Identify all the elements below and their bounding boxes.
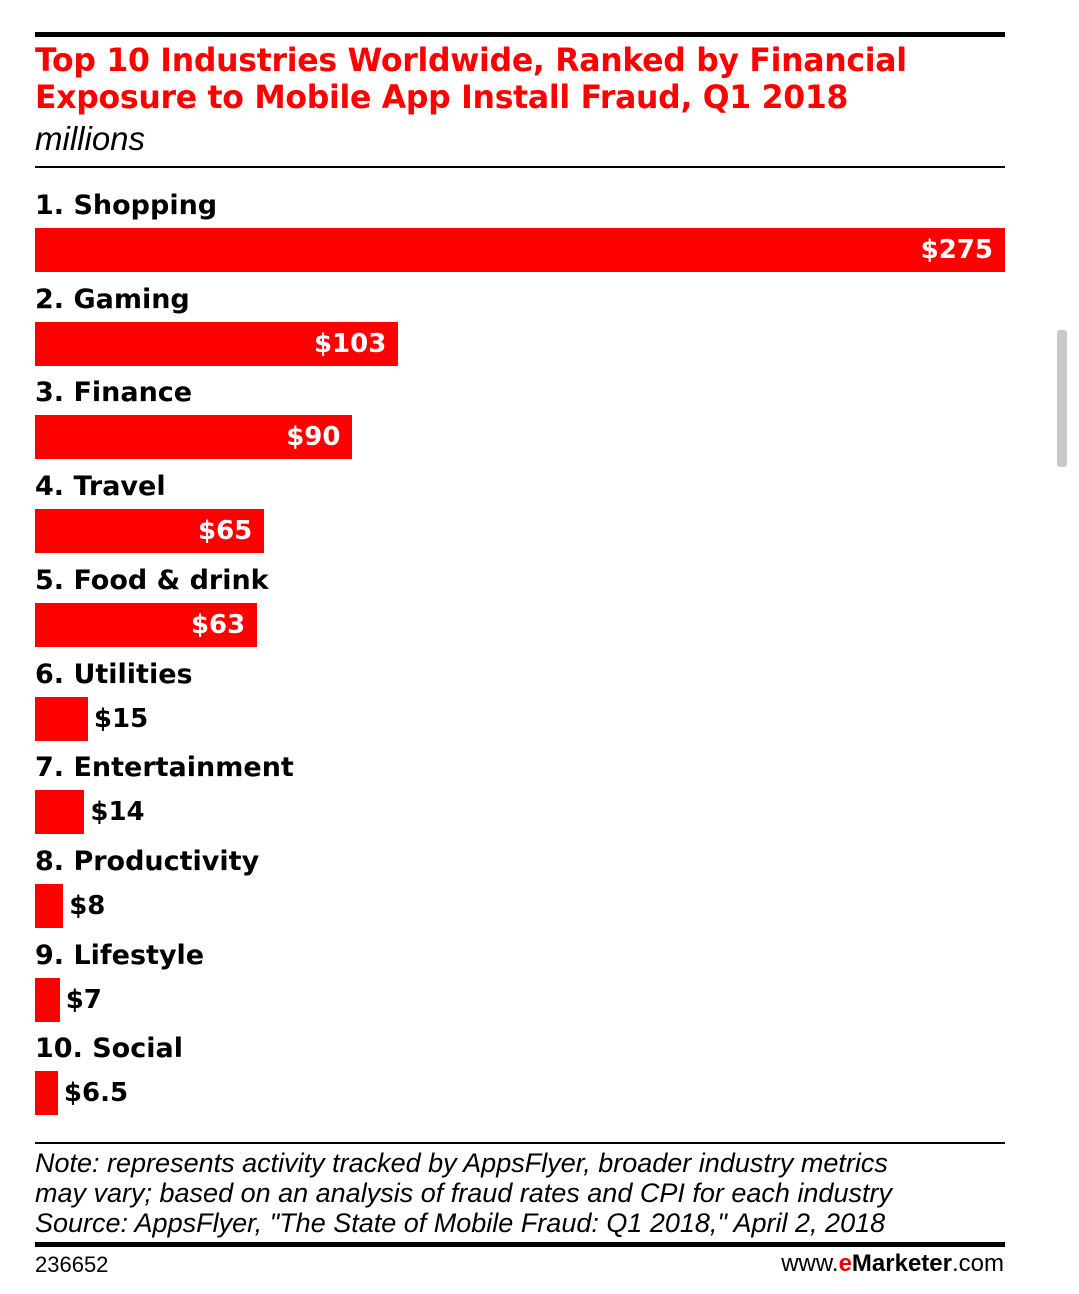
bar (35, 321, 399, 366)
value-label: $90 (286, 422, 341, 453)
value-label: $65 (198, 516, 253, 547)
bar (35, 696, 88, 741)
bar (35, 977, 60, 1022)
category-label: 10. Social (35, 1033, 183, 1065)
header-divider (35, 166, 1005, 168)
category-label: 5. Food & drink (35, 564, 269, 596)
value-label: $63 (190, 609, 246, 640)
value-label: $8 (69, 890, 106, 921)
value-label: $103 (313, 328, 387, 359)
note-line-1: Note: represents activity tracked by App… (35, 1148, 888, 1178)
footer-divider (35, 1142, 1005, 1144)
emarketer-link[interactable]: www.eMarketer.com (781, 1250, 1004, 1278)
scrollbar-thumb[interactable] (1057, 330, 1067, 467)
category-label: 6. Utilities (35, 658, 193, 690)
category-label: 7. Entertainment (35, 752, 294, 784)
category-label: 2. Gaming (35, 283, 190, 315)
chart-id: 236652 (35, 1252, 109, 1277)
value-label: $15 (93, 703, 149, 734)
bar (35, 509, 265, 554)
value-label: $14 (90, 797, 145, 828)
category-label: 1. Shopping (35, 190, 218, 221)
category-label: 9. Lifestyle (35, 939, 205, 971)
bottom-rule (35, 1242, 1005, 1247)
bar (35, 228, 1005, 272)
top-rule (35, 32, 1005, 37)
brand-e: e (838, 1250, 852, 1277)
bar (35, 790, 85, 835)
bar (35, 415, 353, 460)
bar (35, 1071, 58, 1116)
value-label: $7 (65, 984, 102, 1015)
brand-suffix: .com (951, 1250, 1004, 1277)
chart-subtitle: millions (35, 120, 146, 157)
chart-title: Top 10 Industries Worldwide, Ranked by F… (35, 41, 907, 116)
category-label: 3. Finance (35, 377, 193, 409)
brand-name: Marketer (851, 1250, 952, 1277)
chart-note: Note: represents activity tracked by App… (35, 1148, 1015, 1238)
bar (35, 883, 64, 928)
category-label: 8. Productivity (35, 845, 260, 877)
brand-prefix: www. (781, 1250, 839, 1277)
value-label: $6.5 (63, 1078, 129, 1109)
note-line-2: may vary; based on an analysis of fraud … (35, 1178, 892, 1208)
value-label: $275 (920, 235, 993, 265)
category-label: 4. Travel (35, 471, 166, 503)
source-line: Source: AppsFlyer, "The State of Mobile … (35, 1208, 886, 1238)
bar (35, 602, 258, 647)
